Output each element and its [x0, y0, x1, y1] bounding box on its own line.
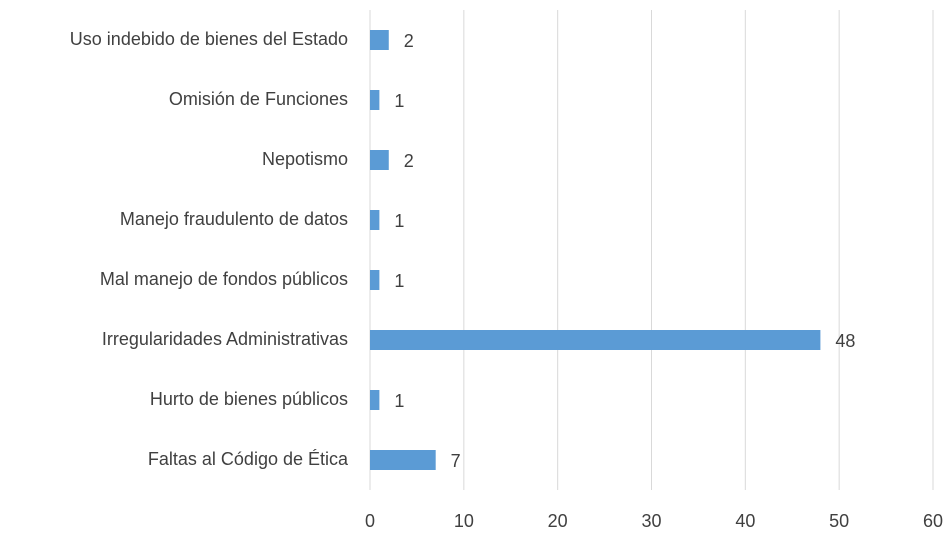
bar [370, 450, 436, 470]
x-tick-label: 20 [548, 511, 568, 531]
x-tick-label: 0 [365, 511, 375, 531]
data-label: 1 [394, 91, 404, 111]
x-tick-label: 10 [454, 511, 474, 531]
y-tick-label: Omisión de Funciones [169, 89, 348, 109]
x-tick-label: 60 [923, 511, 943, 531]
y-tick-label: Irregularidades Administrativas [102, 329, 348, 349]
data-label: 1 [394, 211, 404, 231]
data-label: 2 [404, 31, 414, 51]
bar [370, 330, 821, 350]
data-label: 2 [404, 151, 414, 171]
y-tick-label: Faltas al Código de Ética [148, 449, 349, 469]
y-tick-label: Manejo fraudulento de datos [120, 209, 348, 229]
data-label: 1 [394, 391, 404, 411]
x-tick-label: 40 [735, 511, 755, 531]
y-tick-label: Nepotismo [262, 149, 348, 169]
x-tick-label: 30 [641, 511, 661, 531]
x-tick-label: 50 [829, 511, 849, 531]
y-tick-label: Mal manejo de fondos públicos [100, 269, 348, 289]
data-label: 7 [451, 451, 461, 471]
y-tick-label: Uso indebido de bienes del Estado [70, 29, 348, 49]
bar [370, 30, 389, 50]
bar [370, 390, 380, 410]
y-tick-label: Hurto de bienes públicos [150, 389, 348, 409]
data-label: 48 [835, 331, 855, 351]
bar [370, 150, 389, 170]
data-label: 1 [394, 271, 404, 291]
bar [370, 210, 380, 230]
bar [370, 270, 380, 290]
bar [370, 90, 380, 110]
